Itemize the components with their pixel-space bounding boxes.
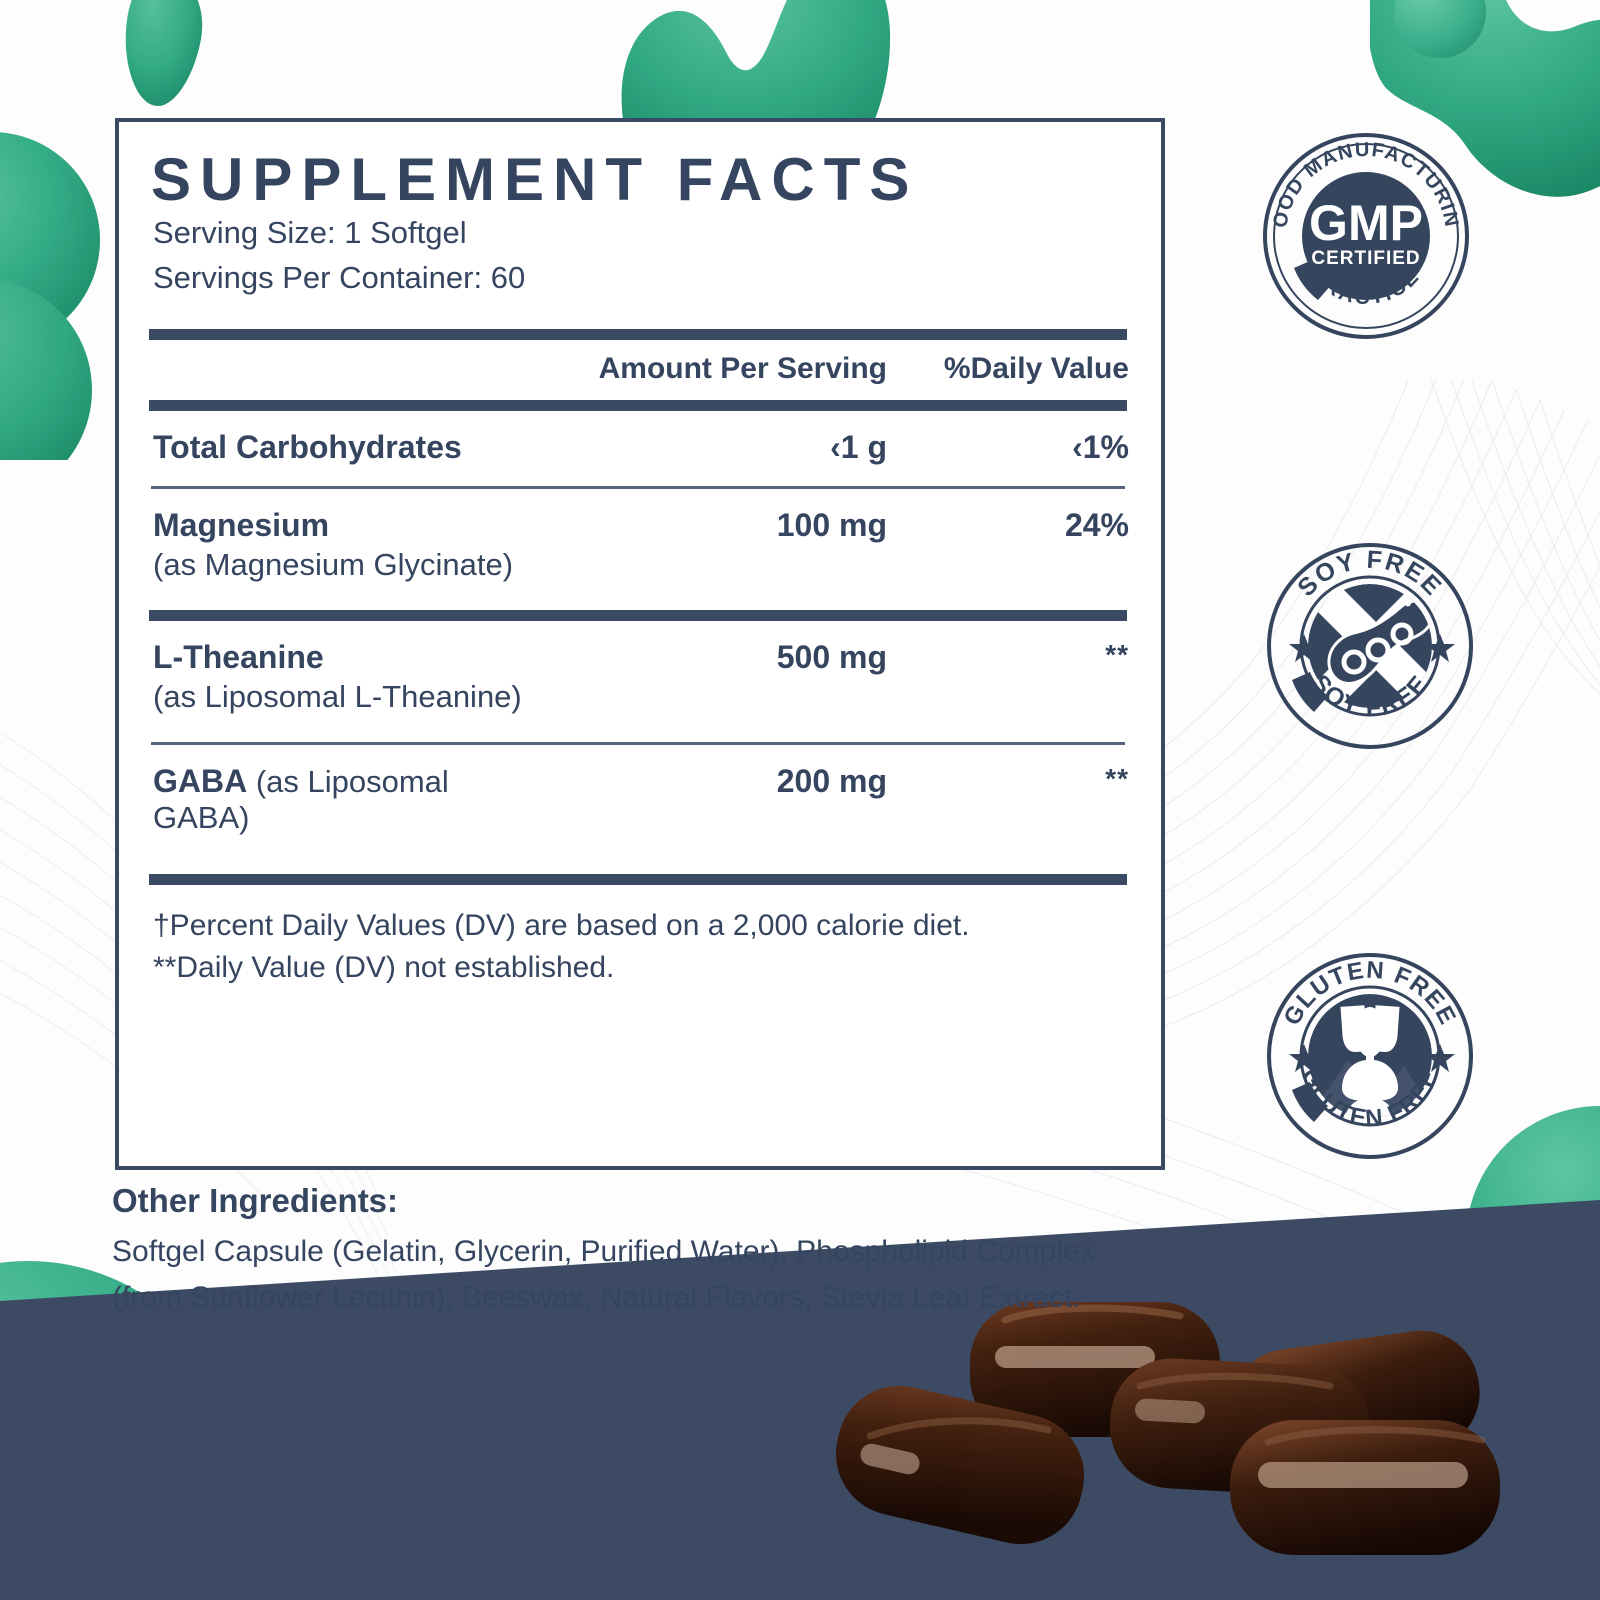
nutrient-amount: 200 mg [776,762,887,799]
nutrient-daily-value: ** [1105,638,1129,670]
nutrient-amount: ‹1 g [830,428,887,465]
other-ingredients-section: Other Ingredients: Softgel Capsule (Gela… [112,1182,1172,1320]
nutrient-source: (as Liposomal L-Theanine) [153,678,522,714]
servings-per-container-text: Servings Per Container: 60 [153,259,526,295]
supplement-facts-box: SUPPLEMENT FACTS Serving Size: 1 Softgel… [115,118,1165,1170]
softgel-capsules-image [835,1302,1500,1555]
gluten-free-badge: GLUTEN FREE GLUTEN FREE [1262,948,1478,1164]
nutrient-daily-value: ** [1105,762,1129,794]
gmp-badge-center-sub: CERTIFIED [1311,248,1420,269]
column-header-daily-value: %Daily Value [943,351,1129,385]
divider-thick-top [149,328,1127,340]
divider-thick-mid [149,609,1127,621]
green-blob-drop-top-icon [125,0,203,106]
table-row: L-Theanine (as Liposomal L-Theanine) 500… [147,621,1129,742]
nutrient-amount: 100 mg [776,506,887,543]
other-ingredients-heading: Other Ingredients: [112,1182,399,1219]
nutrient-name: Total Carbohydrates [153,428,462,465]
softgel-5 [1230,1420,1500,1555]
nutrient-amount: 500 mg [776,638,887,675]
footnote-not-established: **Daily Value (DV) not established. [153,951,615,985]
nutrient-name: L-Theanine [153,638,324,675]
green-blob-top-right-icon [1370,0,1600,197]
column-header-amount: Amount Per Serving [598,351,887,385]
nutrient-source: (as Magnesium Glycinate) [153,546,514,582]
divider-thin-2 [151,741,1125,745]
divider-thin-1 [151,485,1125,489]
nutrient-daily-value: 24% [1064,506,1129,543]
table-row: GABA (as Liposomal GABA) 200 mg ** [147,745,1129,856]
nutrient-source: (as Liposomal GABA) [153,763,449,835]
nutrient-name: Magnesium [153,506,330,543]
divider-thick-bottom [149,873,1127,885]
gmp-badge-center-text: GMP [1309,195,1423,251]
table-row: Magnesium (as Magnesium Glycinate) 100 m… [147,489,1129,610]
soy-free-badge: SOY FREE SOY FREE [1262,538,1478,754]
table-row: Total Carbohydrates ‹1 g ‹1% [147,411,1129,486]
footnote-daily-values: †Percent Daily Values (DV) are based on … [153,908,970,942]
page-title: SUPPLEMENT FACTS [151,146,919,213]
nutrient-name: GABA [153,762,248,799]
other-ingredients-body: Softgel Capsule (Gelatin, Glycerin, Puri… [112,1235,1095,1314]
nutrient-daily-value: ‹1% [1072,428,1129,465]
green-blob-top-left-icon [0,132,100,460]
table-column-headers: Amount Per Serving %Daily Value [147,340,1129,400]
softgel-4 [835,1385,1085,1545]
gmp-certified-badge: GOOD MANUFACTURING PRACTICE GMP CERTIFIE… [1258,128,1474,344]
serving-size-text: Serving Size: 1 Softgel [153,215,467,250]
divider-thick-header [149,399,1127,411]
